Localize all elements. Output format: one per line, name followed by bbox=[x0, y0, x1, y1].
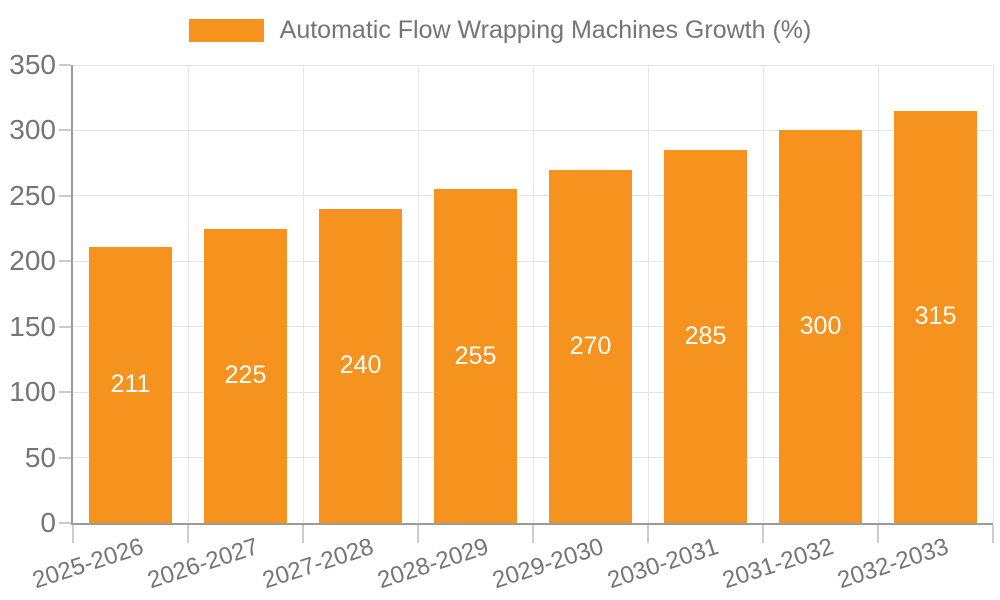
x-axis-tick bbox=[647, 525, 649, 543]
x-axis-label: 2032-2033 bbox=[834, 533, 952, 595]
y-axis-tick bbox=[59, 391, 71, 394]
y-axis-label: 350 bbox=[9, 49, 56, 80]
gridline-vertical bbox=[417, 65, 419, 523]
x-axis-line bbox=[71, 523, 993, 525]
y-axis-label: 300 bbox=[9, 114, 56, 146]
x-axis-tick bbox=[762, 525, 764, 543]
y-axis-label: 0 bbox=[40, 507, 56, 538]
x-axis-label: 2025-2026 bbox=[29, 533, 147, 595]
bar[interactable]: 211 bbox=[89, 246, 172, 523]
gridline-vertical bbox=[647, 65, 649, 523]
x-axis-tick bbox=[992, 525, 994, 543]
y-axis-label: 100 bbox=[9, 376, 56, 408]
bar[interactable]: 270 bbox=[549, 169, 632, 523]
bar[interactable]: 255 bbox=[434, 189, 517, 523]
bar-value-label: 285 bbox=[684, 322, 727, 351]
gridline-vertical bbox=[302, 65, 304, 523]
y-axis-label: 200 bbox=[9, 245, 56, 277]
bar[interactable]: 285 bbox=[664, 150, 747, 523]
y-axis-tick bbox=[59, 129, 71, 132]
y-axis-tick bbox=[59, 194, 71, 197]
x-axis-label: 2029-2030 bbox=[489, 533, 607, 595]
y-axis-label: 150 bbox=[9, 310, 56, 342]
x-axis-label: 2031-2032 bbox=[719, 533, 837, 595]
y-axis-tick bbox=[59, 64, 71, 66]
x-axis-tick bbox=[187, 525, 189, 543]
x-axis-tick bbox=[417, 525, 419, 543]
bar-value-label: 255 bbox=[454, 341, 497, 370]
y-axis-tick bbox=[59, 260, 71, 263]
bar-value-label: 315 bbox=[914, 302, 957, 331]
x-axis-tick bbox=[532, 525, 534, 543]
bar-value-label: 240 bbox=[339, 351, 382, 380]
bar-value-label: 225 bbox=[224, 361, 267, 390]
bar[interactable]: 225 bbox=[204, 228, 287, 523]
x-axis-label: 2026-2027 bbox=[144, 533, 262, 595]
bar[interactable]: 240 bbox=[319, 208, 402, 523]
x-axis-tick bbox=[302, 525, 304, 543]
legend-label: Automatic Flow Wrapping Machines Growth … bbox=[279, 16, 812, 44]
gridline-vertical bbox=[532, 65, 534, 523]
x-axis-label: 2027-2028 bbox=[259, 533, 377, 595]
y-axis-label: 50 bbox=[24, 441, 56, 473]
x-axis-tick bbox=[877, 525, 879, 543]
bar-value-label: 300 bbox=[799, 312, 842, 341]
bar[interactable]: 315 bbox=[894, 110, 977, 523]
legend[interactable]: Automatic Flow Wrapping Machines Growth … bbox=[0, 16, 1000, 45]
gridline-vertical bbox=[992, 65, 994, 523]
gridline-vertical bbox=[187, 65, 189, 523]
y-axis-label: 250 bbox=[9, 179, 56, 211]
y-axis-tick bbox=[59, 325, 71, 328]
x-axis-label: 2028-2029 bbox=[374, 533, 492, 595]
bar-value-label: 211 bbox=[110, 370, 151, 399]
legend-swatch bbox=[188, 19, 264, 42]
y-axis-tick bbox=[59, 522, 71, 524]
x-axis-tick bbox=[72, 525, 74, 543]
gridline-vertical bbox=[877, 65, 879, 523]
y-axis-tick bbox=[59, 456, 71, 459]
bar-value-label: 270 bbox=[569, 331, 612, 360]
x-axis-label: 2030-2031 bbox=[604, 533, 722, 595]
gridline-vertical bbox=[762, 65, 764, 523]
y-axis-line bbox=[71, 65, 73, 525]
bar[interactable]: 300 bbox=[779, 130, 862, 523]
